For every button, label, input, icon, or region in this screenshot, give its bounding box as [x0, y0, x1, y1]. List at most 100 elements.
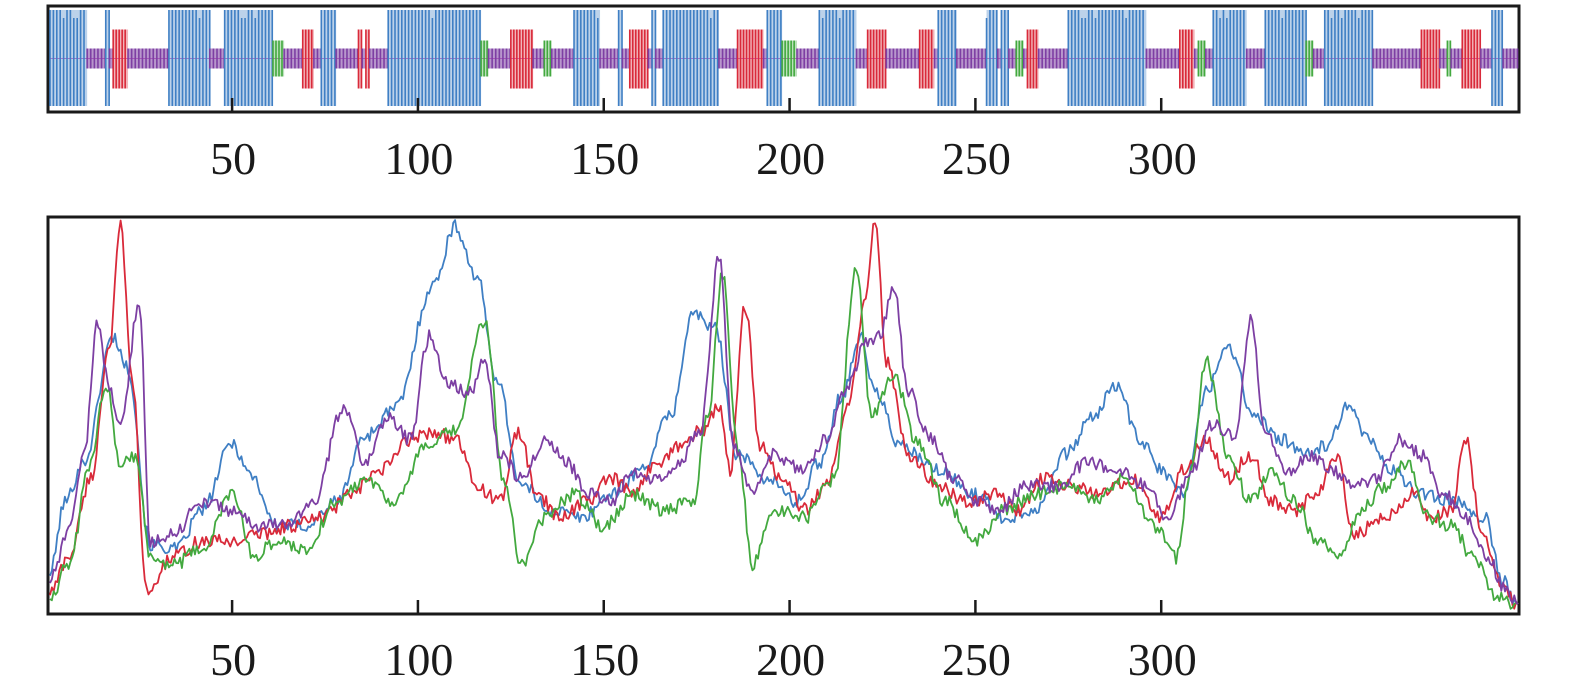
segment-strand [1461, 29, 1482, 89]
segment-band [1447, 40, 1452, 77]
secondary-structure-panel: 50 100 150 200 250 300 [46, 4, 1521, 184]
segment-coil [313, 48, 322, 69]
segment-coil [283, 48, 303, 69]
segment-strand [1420, 29, 1441, 89]
x-tick-label: 150 [570, 634, 639, 685]
segment-helix [320, 10, 337, 106]
segment-turn [1305, 40, 1314, 77]
x-tick-label: 250 [942, 634, 1011, 685]
segment-band [87, 48, 106, 69]
segment-coil [86, 48, 106, 69]
segment-strand [301, 29, 314, 89]
segment-band [856, 48, 868, 69]
top-x-axis: 50 100 150 200 250 300 [210, 98, 1197, 184]
x-tick-label: 300 [1128, 133, 1197, 184]
segment-band [533, 48, 545, 69]
segment-turn [272, 40, 285, 77]
segment-coil [1245, 48, 1266, 69]
segment-coil [621, 48, 631, 69]
segment-coil [1372, 48, 1422, 69]
segment-coil [1145, 48, 1180, 69]
x-tick-label: 100 [384, 634, 453, 685]
segment-helix [1323, 10, 1374, 106]
segment-coil [1480, 48, 1493, 69]
segment-band [369, 48, 389, 69]
segment-coil [335, 48, 359, 69]
segment-band [362, 48, 366, 69]
segment-turn [1197, 40, 1206, 77]
segment-turn [543, 40, 552, 77]
segment-band [1491, 10, 1504, 106]
segment-helix [1491, 10, 1504, 106]
segment-coil [956, 48, 987, 69]
segment-helix [1264, 10, 1307, 106]
segment-band [718, 48, 738, 69]
segment-band [105, 10, 110, 106]
segment-band [600, 48, 619, 69]
segment-coil [599, 48, 619, 69]
segment-coil [487, 48, 511, 69]
x-tick-label: 250 [942, 133, 1011, 184]
segment-helix [1212, 10, 1247, 106]
segment-band [1068, 10, 1147, 106]
segment-band [997, 48, 1002, 69]
segment-helix [985, 10, 998, 106]
bottom-x-axis: 50 100 150 200 250 300 [210, 600, 1197, 685]
segment-turn [480, 40, 489, 77]
segment-coil [1502, 48, 1519, 69]
x-tick-label: 300 [1128, 634, 1197, 685]
series-line-3 [49, 255, 1519, 605]
x-tick-label: 200 [756, 133, 825, 184]
segment-helix [937, 10, 957, 106]
segment-coil [654, 48, 664, 69]
segment-turn [781, 40, 798, 77]
segment-strand [918, 29, 935, 89]
segment-coil [550, 48, 575, 69]
segment-coil [532, 48, 545, 69]
segment-coil [127, 48, 169, 69]
segment-coil [885, 48, 920, 69]
segment-coil [1450, 48, 1463, 69]
series-line-0 [49, 219, 1519, 605]
segment-helix [818, 10, 857, 106]
segment-helix [573, 10, 601, 106]
segment-band [109, 48, 114, 69]
segment-helix [662, 10, 719, 106]
segment-band [934, 48, 939, 69]
x-tick-label: 150 [570, 133, 639, 184]
segment-band [1246, 48, 1266, 69]
x-tick-label: 50 [210, 133, 256, 184]
segment-band [50, 10, 88, 106]
segment-band [1194, 48, 1199, 69]
segment-band [618, 10, 623, 106]
series-line-1 [49, 219, 1519, 610]
segment-strand [628, 29, 649, 89]
segment-band [1480, 48, 1492, 69]
segment-band [763, 48, 768, 69]
segment-helix [168, 10, 211, 106]
segment-band [358, 29, 363, 89]
segment-band [1451, 48, 1463, 69]
secondary-structure-bars [49, 10, 1519, 106]
segment-helix [387, 10, 482, 106]
segment-coil [718, 48, 738, 69]
segment-band [284, 48, 303, 69]
segment-strand [112, 29, 129, 89]
segment-coil [796, 48, 820, 69]
segment-coil [1312, 48, 1326, 69]
profile-lines [49, 219, 1519, 610]
segment-coil [855, 48, 869, 69]
segment-helix [49, 10, 88, 106]
segment-coil [1037, 48, 1069, 69]
segment-band [737, 29, 764, 89]
segment-coil [209, 48, 226, 69]
segment-band [1023, 48, 1028, 69]
segment-coil [1008, 48, 1017, 69]
segment-band [986, 10, 998, 106]
segment-band [648, 48, 653, 69]
segment-helix [1067, 10, 1147, 106]
segment-band [652, 10, 656, 106]
segment-coil [1439, 48, 1448, 69]
